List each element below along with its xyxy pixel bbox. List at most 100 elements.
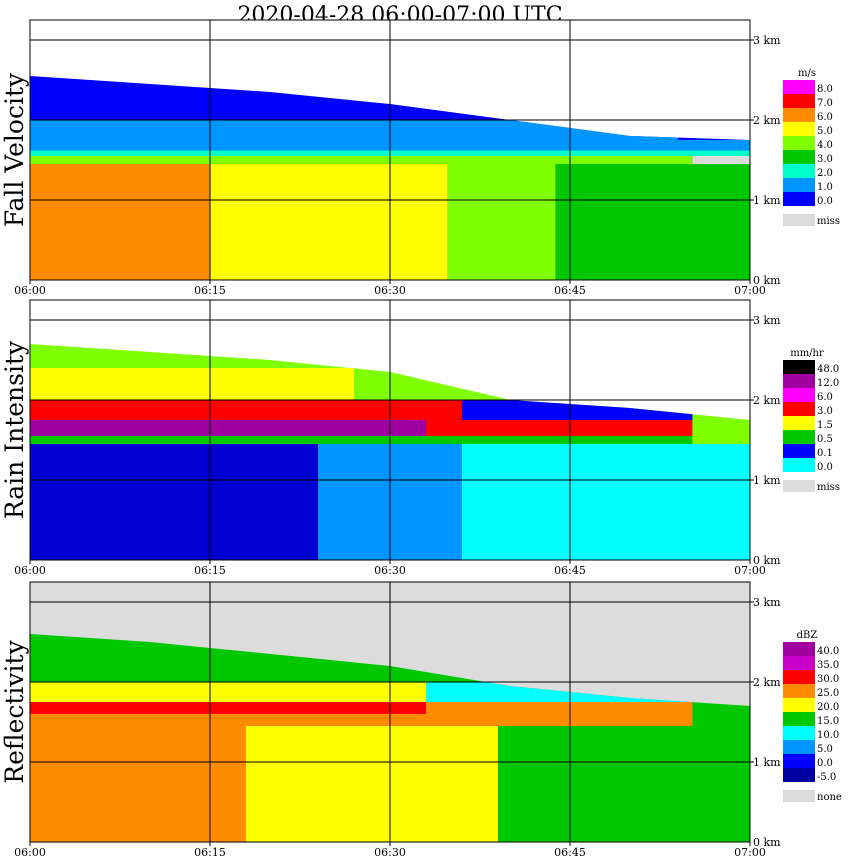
- colorbar-label: 8.0: [817, 84, 833, 95]
- y-tick-label: 0 km: [753, 554, 781, 567]
- y-tick-label: 0 km: [753, 274, 781, 287]
- x-tick-label: 06:15: [194, 846, 226, 859]
- y-tick-label: 0 km: [753, 836, 781, 849]
- colorbar-label: 20.0: [817, 702, 839, 713]
- data-cell: [498, 726, 750, 842]
- x-tick-label: 06:00: [14, 846, 46, 859]
- colorbar-swatch: [783, 754, 815, 768]
- colorbar-swatch: [783, 150, 815, 164]
- data-cell: [426, 420, 693, 436]
- colorbar-label: 10.0: [817, 730, 839, 741]
- colorbar-label: 0.0: [817, 758, 833, 769]
- y-axis-label: Reflectivity: [0, 639, 29, 783]
- x-tick-label: 06:30: [374, 846, 406, 859]
- colorbar-label: 15.0: [817, 716, 839, 727]
- colorbar-swatch: [783, 444, 815, 458]
- x-tick-label: 06:45: [554, 564, 586, 577]
- colorbar-unit: dBZ: [797, 630, 818, 641]
- colorbar-swatch: [783, 360, 815, 374]
- colorbar-swatch: [783, 656, 815, 670]
- colorbar-swatch: [783, 388, 815, 402]
- data-cell: [30, 420, 426, 436]
- colorbar-label: 3.0: [817, 406, 833, 417]
- colorbar-swatch: [783, 712, 815, 726]
- colorbar-label: 12.0: [817, 378, 839, 389]
- x-tick-label: 06:15: [194, 284, 226, 297]
- data-cell: [555, 164, 750, 280]
- data-cell: [30, 156, 693, 164]
- x-tick-label: 06:45: [554, 846, 586, 859]
- colorbar-label: 0.5: [817, 434, 833, 445]
- y-tick-label: 1 km: [753, 194, 781, 207]
- panel-fall-velocity: 06:00 06:15 06:30 06:45 07:000 km 1 km 2 km 3 k…: [0, 19, 840, 297]
- colorbar-swatch: [783, 430, 815, 444]
- colorbar-label: 6.0: [817, 392, 833, 403]
- colorbar-swatch: [783, 416, 815, 430]
- colorbar-swatch: [783, 726, 815, 740]
- y-axis-label: Fall Velocity: [0, 72, 29, 227]
- colorbar-label: 0.1: [817, 448, 833, 459]
- y-tick-label: 2 km: [753, 394, 781, 407]
- y-tick-label: 1 km: [753, 756, 781, 769]
- colorbar-label: 1.5: [817, 420, 833, 431]
- colorbar-label: 48.0: [817, 364, 839, 375]
- x-tick-label: 06:00: [14, 564, 46, 577]
- colorbar-label: 35.0: [817, 660, 839, 671]
- x-tick-label: 07:00: [734, 284, 766, 297]
- colorbar-swatch: [783, 122, 815, 136]
- x-tick-label: 06:30: [374, 564, 406, 577]
- colorbar-swatch: [783, 670, 815, 684]
- colorbar-label: 6.0: [817, 112, 833, 123]
- colorbar-label: 0.0: [817, 196, 833, 207]
- colorbar-swatch: [783, 684, 815, 698]
- data-cell: [30, 164, 210, 280]
- y-axis-label: Rain Intensity: [0, 340, 29, 519]
- x-tick-label: 07:00: [734, 846, 766, 859]
- colorbar-label: 5.0: [817, 744, 833, 755]
- x-tick-label: 06:00: [14, 284, 46, 297]
- colorbar-swatch: [783, 80, 815, 94]
- colorbar-swatch: [783, 178, 815, 192]
- colorbar-swatch: [783, 768, 815, 782]
- panel-rain-intensity: 06:00 06:15 06:30 06:45 07:000 km 1 km 2 km 3 k…: [0, 299, 840, 577]
- x-tick-label: 07:00: [734, 564, 766, 577]
- data-cell: [426, 702, 693, 714]
- data-cell: [692, 156, 750, 164]
- colorbar-label: 0.0: [817, 462, 833, 473]
- colorbar-label: 30.0: [817, 674, 839, 685]
- data-cell: [462, 444, 750, 560]
- y-tick-label: 2 km: [753, 676, 781, 689]
- colorbar-label: 25.0: [817, 688, 839, 699]
- colorbar-missing-swatch: [783, 214, 815, 226]
- colorbar-unit: m/s: [798, 68, 816, 79]
- colorbar-swatch: [783, 164, 815, 178]
- colorbar-swatch: [783, 642, 815, 656]
- colorbar-unit: mm/hr: [790, 348, 824, 359]
- colorbar-swatch: [783, 402, 815, 416]
- colorbar-swatch: [783, 374, 815, 388]
- colorbar-swatch: [783, 136, 815, 150]
- y-tick-label: 2 km: [753, 114, 781, 127]
- x-tick-label: 06:45: [554, 284, 586, 297]
- colorbar-missing-label: none: [817, 792, 842, 803]
- data-cell: [210, 164, 448, 280]
- colorbar-missing-label: miss: [817, 216, 840, 227]
- data-cell: [30, 682, 426, 702]
- colorbar-swatch: [783, 458, 815, 472]
- colorbar-label: 5.0: [817, 126, 833, 137]
- colorbar-missing-swatch: [783, 480, 815, 492]
- data-cell: [30, 120, 678, 140]
- colorbar-label: -5.0: [817, 772, 836, 783]
- x-tick-label: 06:30: [374, 284, 406, 297]
- y-tick-label: 1 km: [753, 474, 781, 487]
- y-tick-label: 3 km: [753, 34, 781, 47]
- colorbar-swatch: [783, 94, 815, 108]
- colorbar-swatch: [783, 740, 815, 754]
- data-cell: [447, 164, 556, 280]
- data-cell: [30, 400, 462, 420]
- data-cell: [30, 726, 246, 842]
- panel-reflectivity: 06:00 06:15 06:30 06:45 07:000 km 1 km 2 km 3 k…: [0, 581, 842, 859]
- data-cell: [246, 726, 498, 842]
- colorbar-missing-label: miss: [817, 482, 840, 493]
